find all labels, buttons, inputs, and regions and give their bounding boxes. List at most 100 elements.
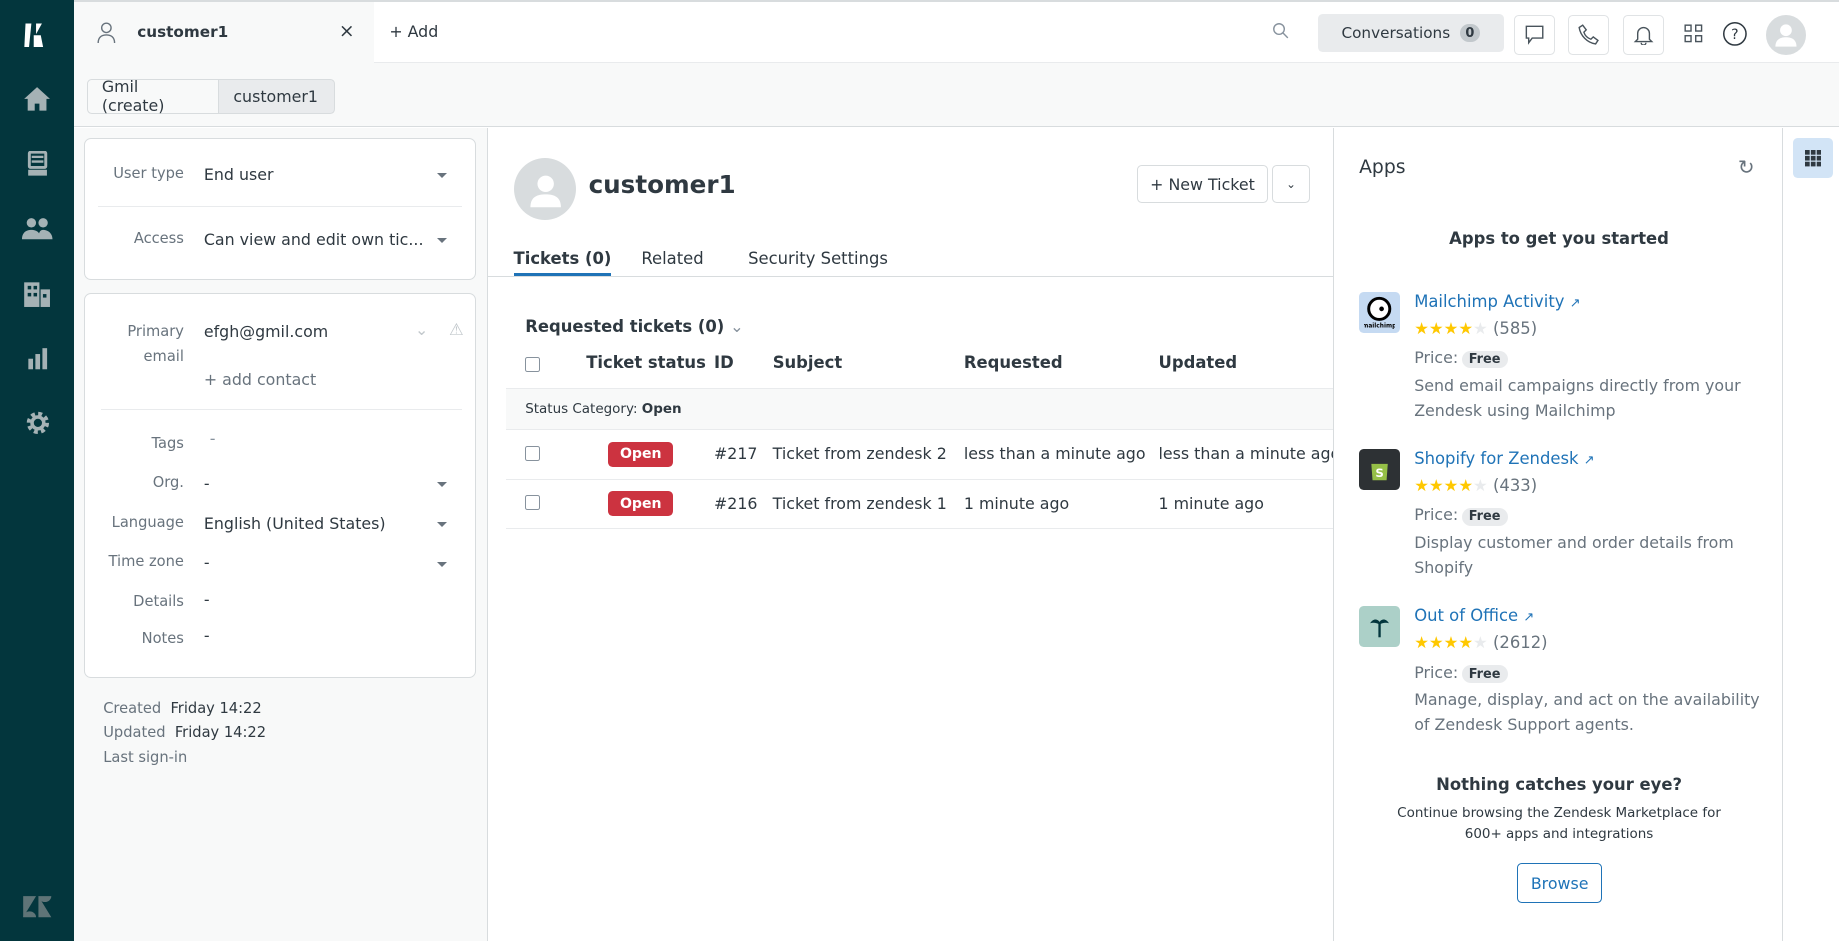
chevron-down-icon: ⌄ — [729, 316, 744, 336]
caret-down-icon — [437, 561, 448, 567]
column-header[interactable]: Updated — [1158, 353, 1238, 372]
row-checkbox[interactable] — [525, 494, 541, 511]
table-row[interactable]: Open #217 Ticket from zendesk 2 less tha… — [506, 430, 1335, 480]
close-tab-icon[interactable]: × — [338, 20, 355, 42]
bell-icon — [1633, 27, 1654, 46]
primary-email-value[interactable]: efgh@gmil.com — [203, 322, 329, 342]
app-link[interactable]: Mailchimp Activity ↗ — [1414, 292, 1581, 312]
caret-down-icon — [437, 237, 448, 244]
rating-stars: ★★★★★ (433) — [1414, 476, 1538, 496]
caret-down-icon — [437, 481, 448, 488]
status-category-group: Status Category: Open — [506, 388, 1335, 431]
product-tray-icon[interactable] — [1684, 24, 1703, 47]
apps-toggle-button[interactable] — [1793, 138, 1834, 179]
caret-down-icon — [437, 521, 448, 528]
add-tab-button[interactable]: + Add — [389, 21, 439, 41]
column-header[interactable]: Ticket status — [586, 353, 706, 372]
user-icon — [97, 22, 116, 44]
reporting-icon[interactable] — [22, 344, 52, 374]
mailchimp-logo-icon: mailchimp — [1359, 292, 1401, 334]
main-nav — [0, 0, 74, 941]
search-icon[interactable] — [1272, 22, 1291, 45]
svg-text:mailchimp: mailchimp — [1364, 324, 1394, 329]
conversations-label: Conversations — [1341, 24, 1451, 43]
ticket-subject-link[interactable]: Ticket from zendesk 2 — [772, 444, 947, 464]
user-avatar — [513, 158, 576, 221]
new-ticket-options-button[interactable]: ⌄ — [1272, 165, 1310, 203]
column-header[interactable]: Subject — [772, 353, 843, 372]
external-link-icon: ↗ — [1583, 453, 1595, 469]
apps-subtitle: Apps to get you started — [1449, 228, 1669, 248]
row-checkbox[interactable] — [525, 445, 541, 461]
breadcrumb-org[interactable]: Gmil (create) — [86, 77, 220, 115]
notifications-button[interactable] — [1623, 14, 1665, 55]
app-link[interactable]: Out of Office ↗ — [1414, 606, 1535, 626]
external-link-icon: ↗ — [1523, 610, 1535, 626]
user-role-card: User type End user Access Can view and e… — [84, 138, 477, 281]
price-badge: Free — [1461, 665, 1508, 683]
customers-icon[interactable] — [22, 213, 53, 243]
external-link-icon: ↗ — [1569, 296, 1581, 312]
price-badge: Free — [1461, 508, 1508, 526]
tab-security-settings[interactable]: Security Settings — [748, 248, 888, 268]
help-icon[interactable]: ? — [1722, 21, 1748, 51]
shopify-logo-icon: S — [1359, 449, 1401, 491]
requested-tickets-heading[interactable]: Requested tickets (0) ⌄ — [525, 316, 744, 336]
zendesk-product-logo-icon[interactable] — [22, 20, 52, 50]
conversations-count-badge: 0 — [1459, 24, 1481, 42]
avatar[interactable] — [1766, 14, 1807, 55]
ticket-subject-link[interactable]: Ticket from zendesk 1 — [772, 493, 947, 513]
select-all-checkbox[interactable] — [525, 356, 541, 372]
apps-grid-icon — [1804, 150, 1822, 167]
rating-stars: ★★★★★ (585) — [1414, 318, 1538, 338]
warning-icon: ⚠ — [448, 319, 464, 339]
breadcrumb-user[interactable]: customer1 — [219, 78, 336, 114]
user-type-select[interactable]: End user — [203, 165, 274, 185]
zendesk-logo-icon — [22, 891, 52, 921]
new-ticket-button[interactable]: + New Ticket — [1137, 165, 1268, 203]
top-bar: customer1 × + Add Conversations 0 ? — [73, 0, 1839, 64]
admin-gear-icon[interactable] — [22, 408, 52, 438]
status-badge: Open — [608, 491, 673, 516]
price-badge: Free — [1461, 351, 1508, 369]
app-link[interactable]: Shopify for Zendesk ↗ — [1414, 449, 1595, 469]
palm-tree-logo-icon — [1359, 606, 1401, 648]
chevron-down-icon[interactable]: ⌄ — [414, 319, 429, 339]
nothing-desc: Continue browsing the Zendesk Marketplac… — [1397, 805, 1721, 843]
column-header[interactable]: Requested — [963, 353, 1063, 372]
conversations-button[interactable]: Conversations 0 — [1318, 13, 1504, 53]
column-header[interactable]: ID — [714, 353, 734, 372]
browse-button[interactable]: Browse — [1517, 863, 1602, 904]
apps-rail — [1782, 127, 1839, 941]
caret-down-icon — [437, 173, 448, 179]
tab-related[interactable]: Related — [641, 248, 704, 268]
svg-text:?: ? — [1731, 27, 1738, 43]
add-contact-link[interactable]: + add contact — [203, 370, 317, 390]
apps-panel: Apps ↻ Apps to get you started mailchimp… — [1333, 127, 1783, 941]
access-select[interactable]: Can view and edit own tic... — [203, 229, 424, 249]
user-details-panel: User type End user Access Can view and e… — [73, 127, 487, 941]
views-icon[interactable] — [22, 149, 52, 179]
phone-icon — [1578, 24, 1599, 45]
tab-title: customer1 — [137, 23, 229, 42]
phone-button[interactable] — [1568, 14, 1610, 55]
rating-stars: ★★★★★ (2612) — [1414, 633, 1548, 653]
nothing-title: Nothing catches your eye? — [1436, 775, 1682, 795]
user-fields-card: Primary email efgh@gmil.com ⌄ ⚠ + add co… — [84, 293, 477, 678]
user-name: customer1 — [588, 170, 736, 200]
home-icon[interactable] — [22, 83, 52, 113]
table-row[interactable]: Open #216 Ticket from zendesk 1 1 minute… — [506, 480, 1335, 529]
apps-title: Apps — [1359, 157, 1406, 179]
status-badge: Open — [608, 442, 673, 467]
user-meta: Created Friday 14:22 Updated Friday 14:2… — [103, 699, 267, 766]
chat-button[interactable] — [1514, 14, 1556, 55]
chevron-down-icon: ⌄ — [1286, 177, 1296, 192]
svg-text:S: S — [1375, 466, 1383, 480]
chat-icon — [1525, 25, 1544, 46]
refresh-icon[interactable]: ↻ — [1737, 155, 1755, 179]
user-main-panel: customer1 + New Ticket ⌄ Tickets (0) Rel… — [486, 127, 1335, 941]
organizations-icon[interactable] — [22, 279, 52, 309]
tab-customer1[interactable]: customer1 × — [73, 2, 375, 63]
breadcrumb: Gmil (create) customer1 — [73, 63, 1839, 127]
tab-tickets[interactable]: Tickets (0) — [513, 249, 612, 277]
